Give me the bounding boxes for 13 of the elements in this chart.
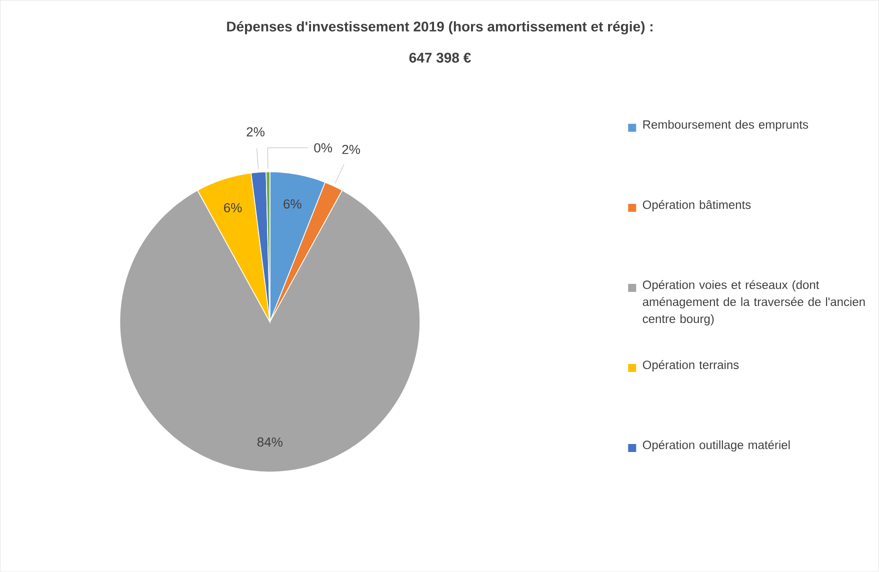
legend-label: Opération voies et réseaux (dont aménagement de la traversée de l'ancien centre bourg) [642, 280, 865, 326]
chart-title: Dépenses d'investissement 2019 (hors amortissement et régie) : [227, 21, 652, 34]
chart-subtitle: 647 398 € [409, 52, 471, 63]
legend-label: Opération bâtiments [642, 200, 751, 212]
legend-label: Opération outillage matériel [642, 440, 790, 452]
data-label: 0% [314, 143, 332, 153]
data-label: 6% [224, 203, 242, 212]
legend-label: Remboursement des emprunts [643, 120, 808, 132]
data-label: 2% [246, 127, 264, 137]
legend-label: Opération terrains [642, 360, 739, 372]
data-label: 84% [257, 437, 282, 447]
data-label: 2% [342, 144, 360, 154]
data-label: 6% [284, 199, 302, 209]
